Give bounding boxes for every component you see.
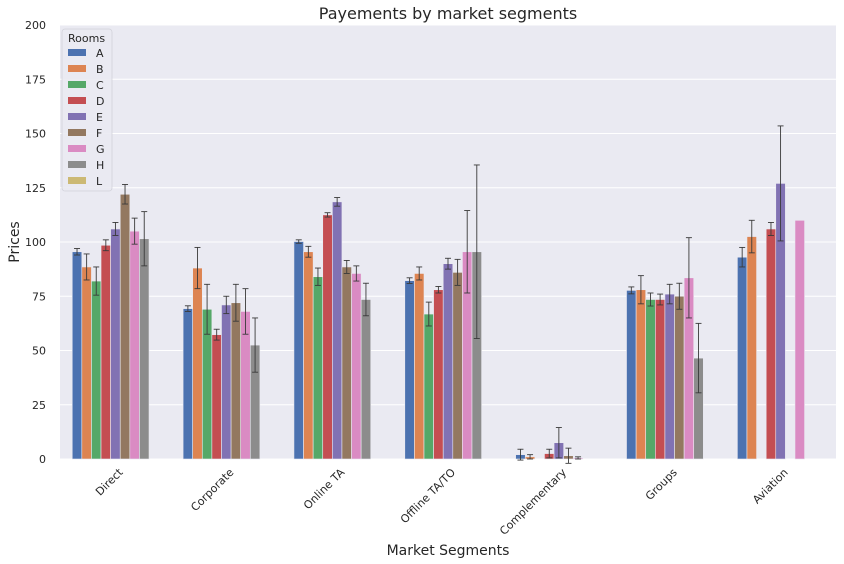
- bar-d-direct: [100, 244, 111, 460]
- legend-entry-f: F: [96, 127, 102, 140]
- bar-f-online-ta: [341, 266, 352, 460]
- legend-entry-d: D: [96, 95, 104, 108]
- legend-swatch-c: [68, 81, 86, 88]
- bar-a-direct: [71, 251, 83, 460]
- bar-b-corporate: [192, 267, 203, 460]
- x-tick-label: Offline TA/TO: [398, 466, 458, 526]
- legend-swatch-l: [68, 177, 86, 184]
- legend-swatch-g: [68, 145, 86, 152]
- x-axis-label: Market Segments: [387, 543, 510, 559]
- bar-a-aviation: [737, 256, 748, 460]
- legend-entry-l: L: [96, 175, 103, 188]
- bar-e-online-ta: [332, 201, 343, 460]
- bar-b-offline-ta-to: [414, 273, 425, 460]
- bar-e-corporate: [221, 304, 232, 460]
- bar-g-online-ta: [351, 273, 362, 460]
- bar-b-groups: [635, 289, 647, 460]
- bar-a-online-ta: [293, 241, 304, 460]
- legend-swatch-b: [68, 65, 86, 72]
- legend-swatch-d: [68, 97, 86, 104]
- y-tick-label: 200: [25, 19, 46, 32]
- error-bars: [74, 125, 784, 464]
- legend-swatch-e: [68, 113, 86, 120]
- legend-entry-e: E: [96, 111, 103, 124]
- bar-e-offline-ta-to: [442, 263, 454, 460]
- bar-g-aviation: [794, 220, 805, 460]
- bar-d-groups: [655, 299, 666, 460]
- y-tick-label: 125: [25, 182, 46, 195]
- bar-b-direct: [81, 266, 92, 460]
- bar-h-online-ta: [360, 299, 372, 460]
- legend-swatch-h: [68, 161, 86, 168]
- bar-g-direct: [129, 230, 140, 460]
- bar-b-aviation: [746, 236, 757, 460]
- legend-title: Rooms: [68, 32, 105, 45]
- y-tick-labels: 0 25 50 75 100 125 150 175 200: [25, 19, 46, 466]
- bar-e-groups: [664, 293, 675, 460]
- y-tick-label: 50: [32, 345, 46, 358]
- y-tick-label: 0: [39, 453, 46, 466]
- bar-d-aviation: [765, 228, 777, 460]
- bar-d-online-ta: [322, 214, 333, 460]
- bar-c-groups: [645, 299, 656, 460]
- bar-a-groups: [626, 290, 637, 460]
- legend-entry-g: G: [96, 143, 105, 156]
- y-axis-label: Prices: [7, 221, 23, 262]
- x-tick-label: Aviation: [750, 466, 791, 507]
- bar-d-corporate: [211, 334, 222, 460]
- bar-b-online-ta: [303, 251, 314, 460]
- bar-f-corporate: [230, 302, 241, 460]
- legend-swatch-f: [68, 129, 86, 136]
- bars: [71, 183, 805, 460]
- y-tick-label: 100: [25, 236, 46, 249]
- x-tick-label: Direct: [93, 465, 126, 498]
- legend-swatch-a: [68, 49, 86, 56]
- bar-e-direct: [110, 228, 121, 460]
- bar-f-groups: [674, 295, 685, 460]
- legend-entry-c: C: [96, 79, 104, 92]
- bar-f-offline-ta-to: [452, 272, 463, 460]
- legend-entry-h: H: [96, 159, 104, 172]
- bar-a-corporate: [182, 308, 193, 460]
- x-tick-labels: Direct Corporate Online TA Offline TA/TO Com…: [93, 465, 791, 537]
- y-tick-label: 75: [32, 290, 46, 303]
- bar-h-direct: [139, 238, 150, 460]
- bar-f-direct: [119, 193, 131, 460]
- bar-c-online-ta: [312, 276, 324, 460]
- bar-c-direct: [91, 280, 102, 460]
- y-tick-label: 150: [25, 128, 46, 141]
- legend-entry-a: A: [96, 47, 104, 60]
- x-tick-label: Online TA: [301, 466, 348, 513]
- x-tick-label: Groups: [643, 466, 680, 503]
- x-tick-label: Corporate: [188, 466, 236, 514]
- bar-c-offline-ta-to: [423, 313, 434, 460]
- chart-title: Payements by market segments: [319, 4, 577, 23]
- bar-d-offline-ta-to: [433, 289, 444, 460]
- y-tick-label: 175: [25, 73, 46, 86]
- x-tick-label: Complementary: [497, 466, 569, 538]
- y-tick-label: 25: [32, 399, 46, 412]
- legend-entry-b: B: [96, 63, 104, 76]
- bar-a-offline-ta-to: [404, 280, 415, 460]
